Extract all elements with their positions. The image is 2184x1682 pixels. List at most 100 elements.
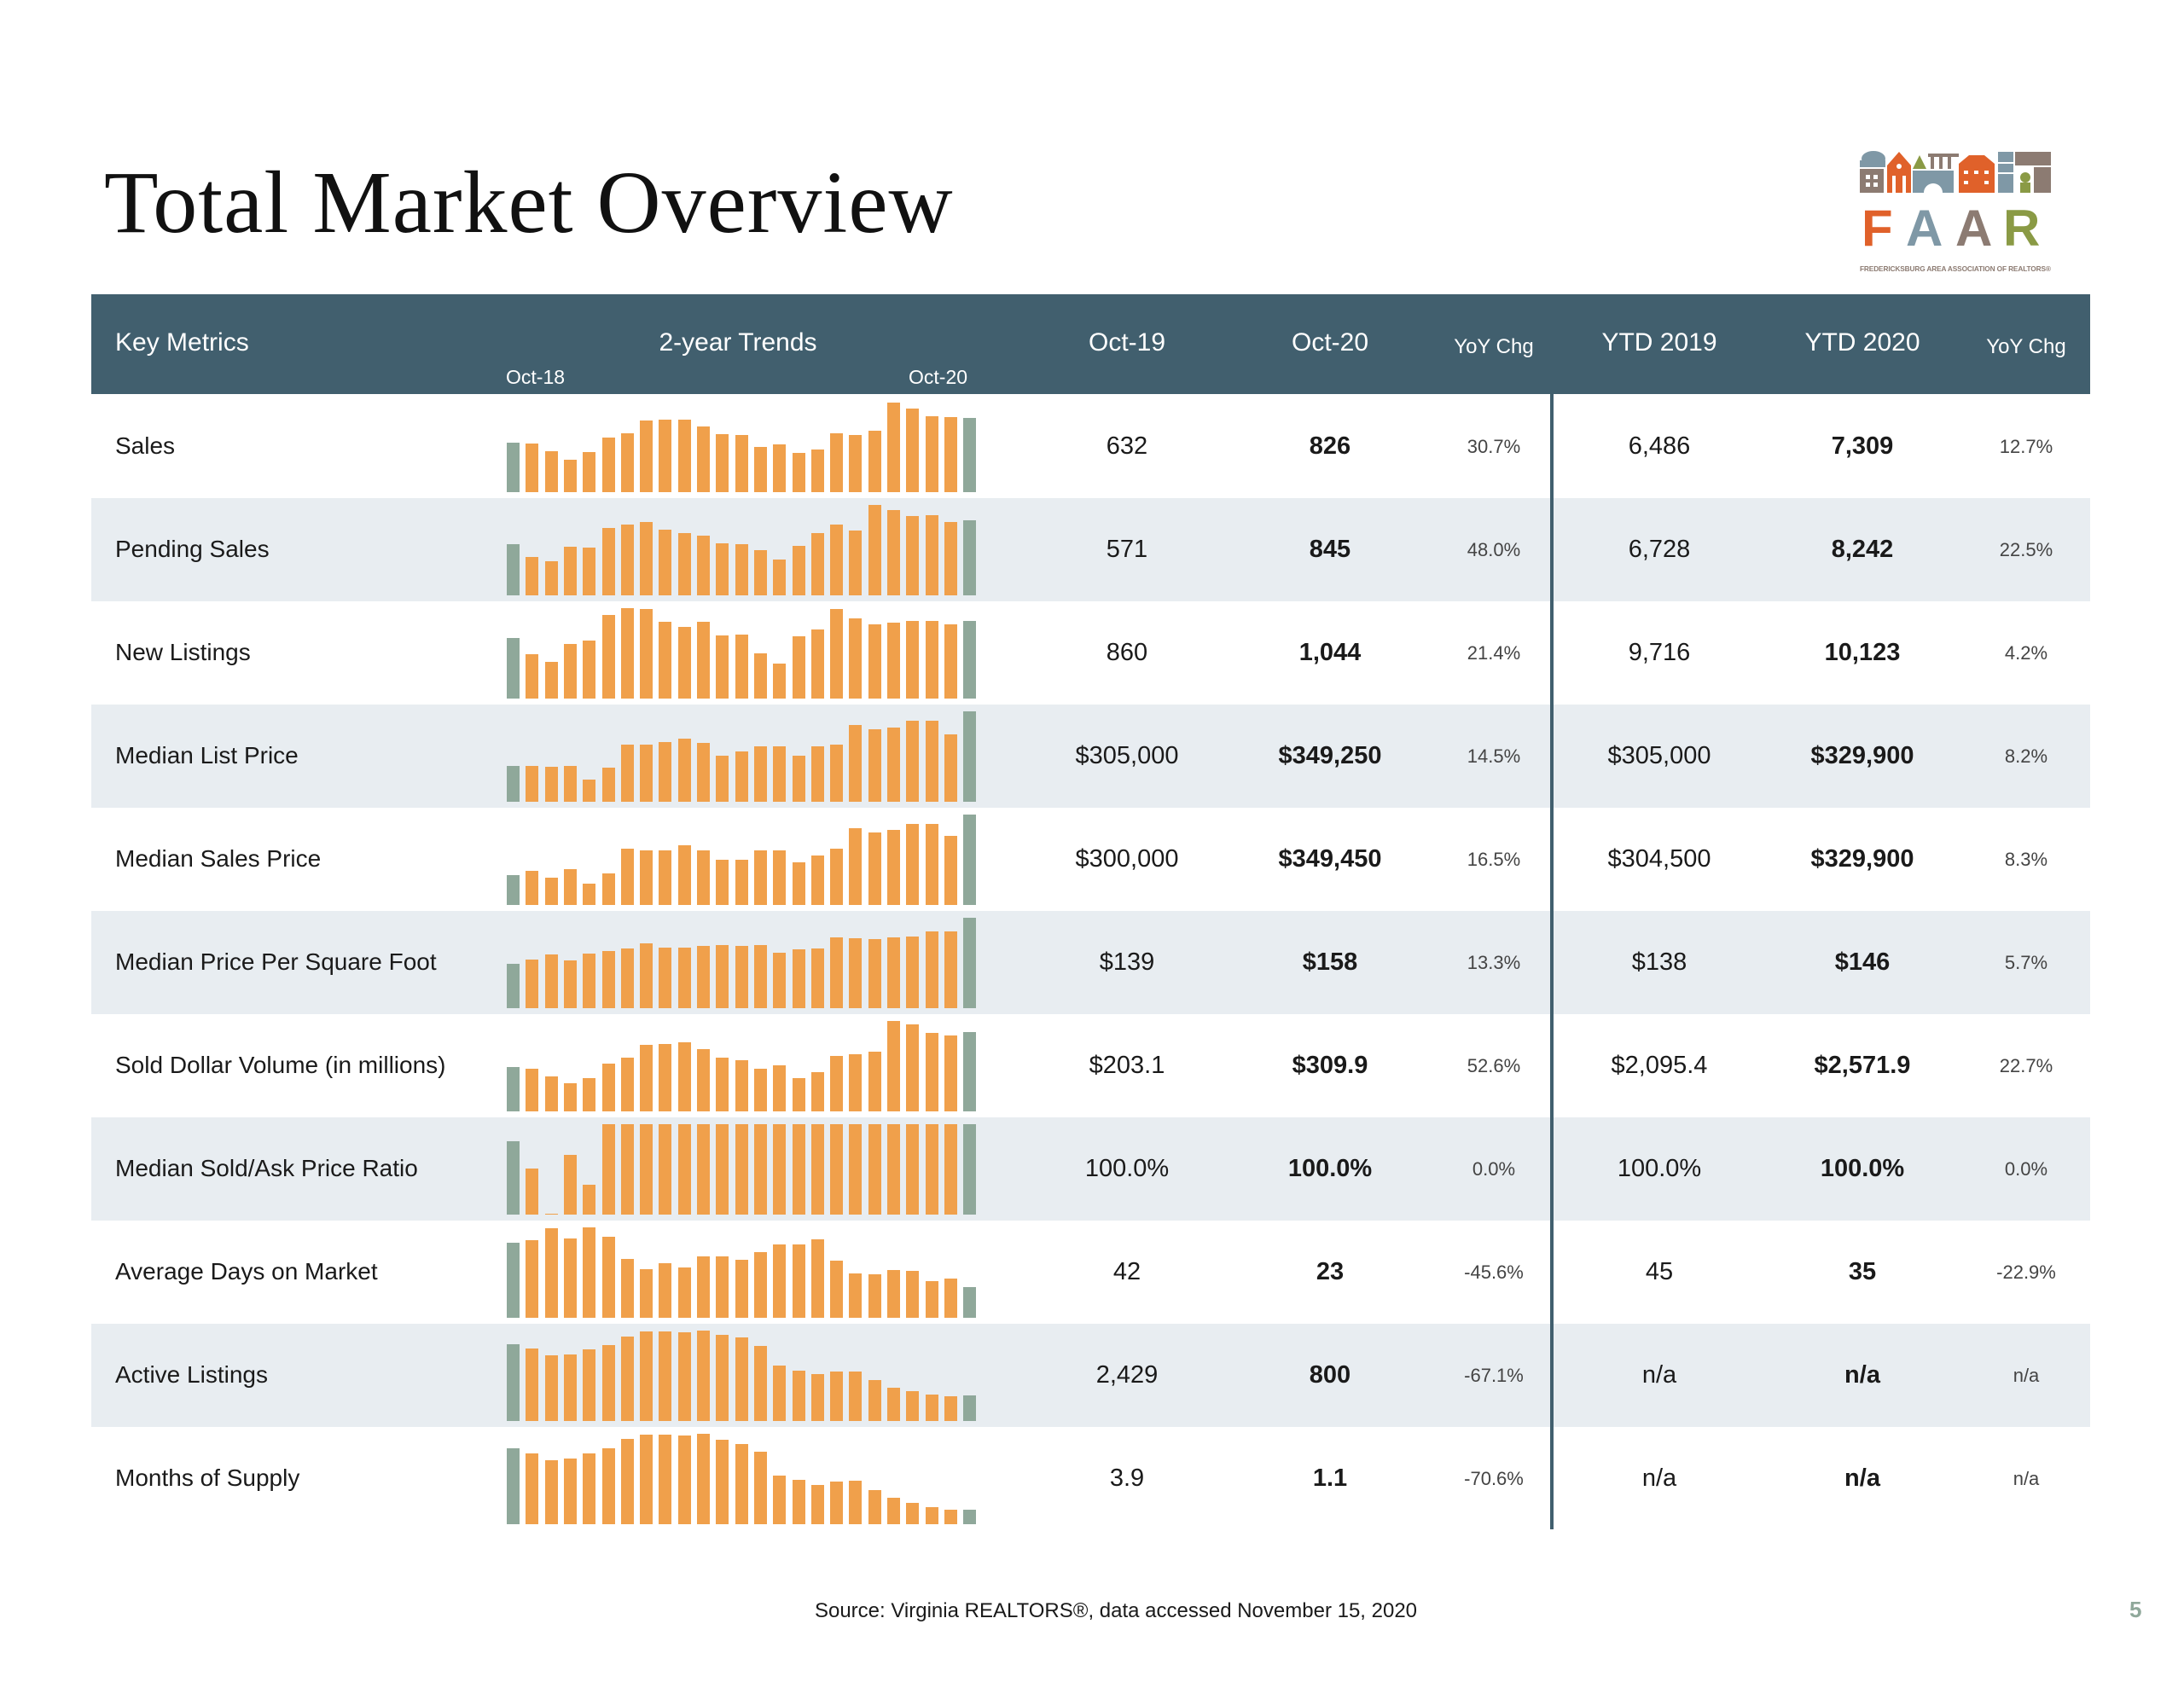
- trend-bar: [563, 644, 577, 699]
- trend-bar: [944, 624, 957, 699]
- header-ytd2020: YTD 2020: [1804, 328, 1920, 357]
- trend-bar: [583, 1185, 596, 1215]
- trend-bar: [773, 663, 787, 699]
- trend-bar: [868, 1489, 881, 1524]
- trend-bar: [620, 1124, 634, 1215]
- trend-bar: [773, 1064, 787, 1111]
- cell-ytd19: 6,486: [1628, 432, 1691, 460]
- trend-bar: [640, 1268, 653, 1318]
- trend-bar: [583, 954, 596, 1008]
- trend-bar: [659, 1331, 672, 1421]
- trend-bar: [601, 1236, 615, 1318]
- trend-sparkline: [503, 1427, 977, 1530]
- trend-bar: [753, 1251, 767, 1318]
- trend-bar: [526, 557, 539, 595]
- trend-bar: [526, 1069, 539, 1111]
- trend-bar: [906, 620, 920, 699]
- trend-bar: [868, 1052, 881, 1111]
- trend-bar: [544, 1354, 558, 1421]
- trend-bar: [640, 1331, 653, 1421]
- trend-bar: [544, 661, 558, 699]
- trend-bar: [507, 543, 520, 595]
- table-row: Median Sales Price $300,000 $349,450 16.5% $…: [91, 808, 2090, 911]
- trend-sparkline: [503, 1117, 977, 1221]
- trend-bar: [620, 948, 634, 1008]
- header-ytd2019: YTD 2019: [1601, 328, 1717, 357]
- trend-bar: [659, 1263, 672, 1318]
- trend-bar: [697, 945, 710, 1008]
- trend-bar: [925, 931, 938, 1008]
- trend-bar: [944, 1035, 957, 1111]
- trend-bar: [507, 442, 520, 492]
- trend-bar: [601, 615, 615, 699]
- trend-bar: [544, 1459, 558, 1524]
- trend-bar: [601, 1344, 615, 1421]
- trend-bar: [849, 1124, 863, 1215]
- trend-bar: [716, 1440, 729, 1524]
- metric-label: Sold Dollar Volume (in millions): [115, 1052, 446, 1078]
- trend-bar: [716, 944, 729, 1008]
- trend-bar: [563, 459, 577, 492]
- svg-text:FREDERICKSBURG AREA ASSOCIATIO: FREDERICKSBURG AREA ASSOCIATION OF REALT…: [1860, 264, 2051, 273]
- header-ytd-yoy: YoY Chg: [1986, 335, 2066, 358]
- trend-bar: [753, 1346, 767, 1421]
- cell-ytd19: $2,095.4: [1611, 1052, 1708, 1079]
- trend-bar: [601, 767, 615, 802]
- faar-logo: F A A R FREDERICKSBURG AREA ASSOCIATION …: [1860, 151, 2051, 273]
- trend-bar: [887, 830, 900, 905]
- trend-bar: [601, 1447, 615, 1524]
- cell-oct20: 845: [1309, 536, 1351, 563]
- table-row: Median Price Per Square Foot $139 $158 13.3…: [91, 911, 2090, 1014]
- svg-text:A: A: [1955, 200, 1992, 257]
- table-row: New Listings 860 1,044 21.4% 9,716 10,123 4.2%: [91, 601, 2090, 705]
- cell-oct19: 860: [1106, 639, 1148, 666]
- trend-bar: [507, 637, 520, 699]
- trend-bar: [620, 745, 634, 802]
- trend-bar: [830, 937, 844, 1008]
- trend-bar: [507, 1243, 520, 1318]
- trend-bar: [677, 845, 691, 905]
- trend-bar: [583, 452, 596, 492]
- trend-bar: [677, 420, 691, 492]
- trend-bar: [753, 653, 767, 699]
- trend-bar: [526, 1239, 539, 1318]
- trend-bar: [849, 1371, 863, 1421]
- metric-label: Active Listings: [115, 1361, 268, 1388]
- header-oct20: Oct-20: [1291, 328, 1369, 357]
- svg-text:R: R: [2003, 200, 2040, 257]
- trend-bar: [887, 1021, 900, 1111]
- trend-bar: [773, 1366, 787, 1421]
- trend-bar: [735, 1260, 748, 1318]
- trend-bar: [716, 1124, 729, 1215]
- trend-bar: [677, 532, 691, 595]
- cell-ytd20: $2,571.9: [1814, 1052, 1911, 1079]
- trend-bar: [810, 532, 824, 595]
- trend-bar: [963, 1031, 977, 1111]
- trend-bar: [944, 522, 957, 595]
- trend-bar: [925, 415, 938, 492]
- trend-bar: [563, 1238, 577, 1318]
- trend-bar: [659, 850, 672, 905]
- trend-bar: [906, 937, 920, 1008]
- trend-bar: [583, 883, 596, 905]
- trend-bar: [792, 545, 805, 595]
- trend-bar: [792, 1480, 805, 1524]
- cell-yoy: 13.3%: [1467, 952, 1521, 973]
- cell-ytd_yoy: n/a: [2013, 1468, 2040, 1489]
- trend-bar: [716, 860, 729, 905]
- trend-bar: [640, 1124, 653, 1215]
- trend-bar: [906, 1124, 920, 1215]
- trend-bar: [544, 878, 558, 905]
- trend-bar: [810, 1238, 824, 1318]
- cell-ytd_yoy: 5.7%: [2004, 952, 2048, 973]
- trend-bar: [906, 720, 920, 802]
- trend-sparkline: [503, 1324, 977, 1427]
- trend-bar: [925, 1395, 938, 1421]
- trend-bar: [507, 875, 520, 905]
- trend-bar: [810, 1072, 824, 1111]
- trend-bar: [849, 1273, 863, 1318]
- trend-bar: [849, 724, 863, 802]
- table-row: Average Days on Market 42 23 -45.6% 45 35 -22.…: [91, 1221, 2090, 1324]
- table-row: Median List Price $305,000 $349,250 14.5% $3…: [91, 705, 2090, 808]
- cell-oct19: 632: [1106, 432, 1148, 460]
